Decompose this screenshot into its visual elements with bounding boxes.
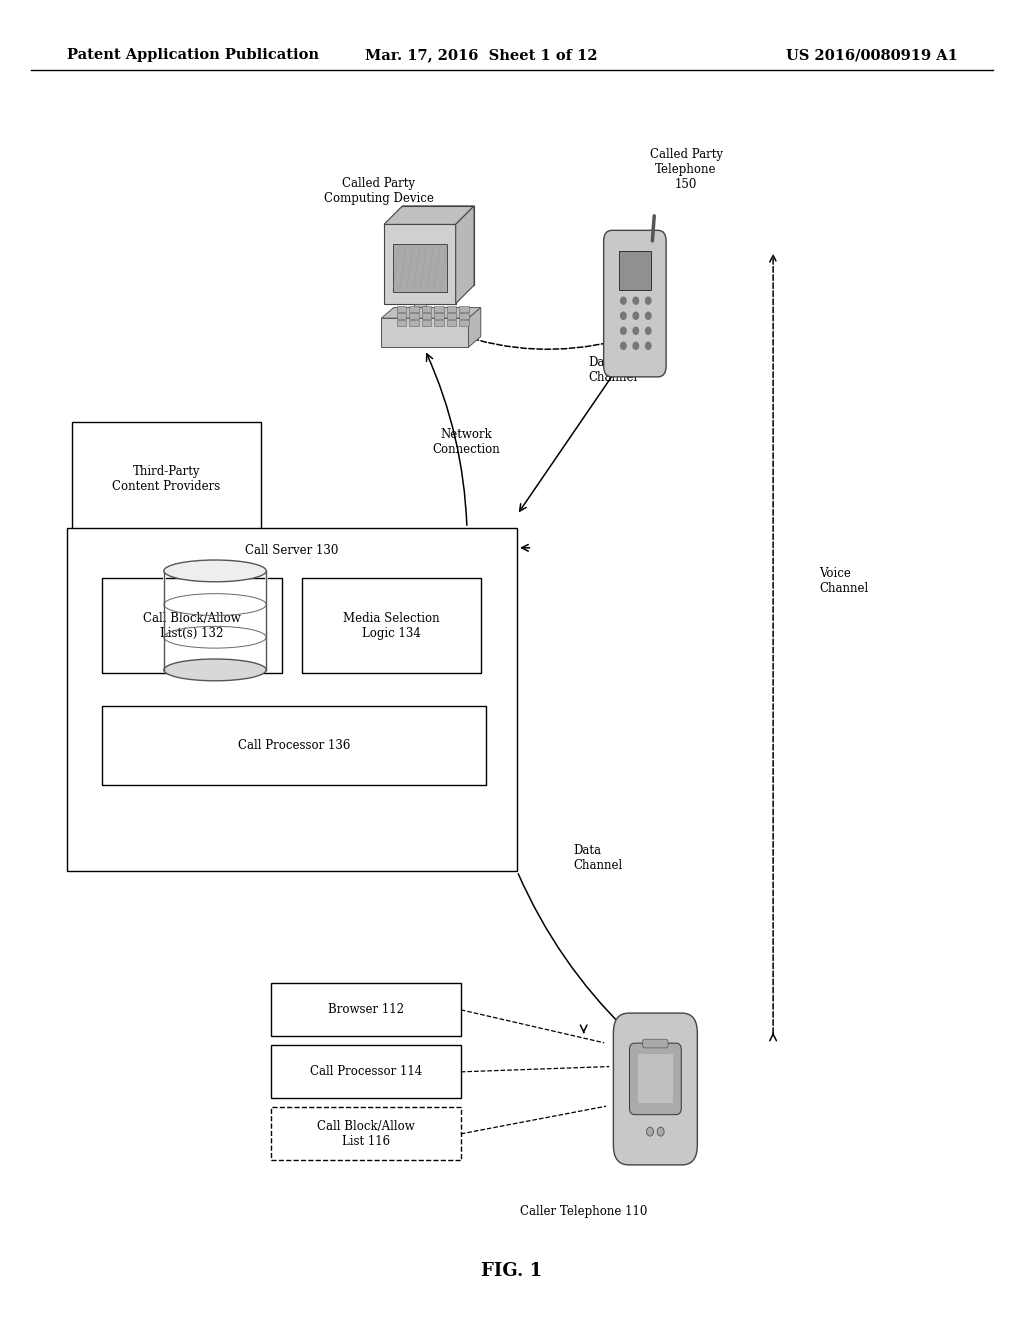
FancyBboxPatch shape <box>613 1014 697 1166</box>
Text: Database(s)
140: Database(s) 140 <box>179 694 251 722</box>
Circle shape <box>633 297 639 304</box>
Text: Patent Application Publication: Patent Application Publication <box>67 49 318 62</box>
FancyBboxPatch shape <box>638 1055 673 1104</box>
Polygon shape <box>469 308 481 347</box>
Bar <box>410 306 419 312</box>
Bar <box>102 706 486 785</box>
FancyBboxPatch shape <box>618 251 651 290</box>
Circle shape <box>633 342 639 350</box>
Bar <box>422 313 431 318</box>
Text: Mar. 17, 2016  Sheet 1 of 12: Mar. 17, 2016 Sheet 1 of 12 <box>365 49 598 62</box>
FancyBboxPatch shape <box>604 230 667 378</box>
Polygon shape <box>381 318 469 347</box>
Bar <box>434 306 443 312</box>
Bar <box>302 578 481 673</box>
Circle shape <box>633 327 639 334</box>
Polygon shape <box>381 308 481 318</box>
Text: FIG. 1: FIG. 1 <box>481 1262 543 1280</box>
Bar <box>410 321 419 326</box>
Text: Call Block/Allow
List 116: Call Block/Allow List 116 <box>317 1119 415 1148</box>
Text: Caller Telephone 110: Caller Telephone 110 <box>520 1205 647 1218</box>
Bar <box>271 1107 461 1160</box>
Text: Browser 112: Browser 112 <box>328 1003 404 1016</box>
Text: Network
Connection: Network Connection <box>432 428 500 457</box>
Bar <box>422 321 431 326</box>
Circle shape <box>645 342 651 350</box>
FancyBboxPatch shape <box>630 1043 681 1114</box>
Circle shape <box>657 1127 665 1137</box>
Circle shape <box>621 313 626 319</box>
Bar <box>164 572 266 671</box>
Polygon shape <box>384 206 474 224</box>
Text: Data
Channel: Data Channel <box>573 843 623 873</box>
Text: Call Processor 114: Call Processor 114 <box>310 1065 422 1078</box>
Bar <box>72 422 261 535</box>
Bar <box>410 313 419 318</box>
Bar <box>271 1045 461 1098</box>
Bar <box>102 578 282 673</box>
Bar <box>434 313 443 318</box>
Circle shape <box>621 327 626 334</box>
Polygon shape <box>384 224 456 304</box>
Text: US 2016/0080919 A1: US 2016/0080919 A1 <box>785 49 957 62</box>
Text: Data
Channel: Data Channel <box>589 355 638 384</box>
Ellipse shape <box>164 560 266 582</box>
Polygon shape <box>456 206 474 304</box>
Circle shape <box>621 297 626 304</box>
Text: Call Block/Allow
List(s) 132: Call Block/Allow List(s) 132 <box>143 611 241 640</box>
Bar <box>422 306 431 312</box>
Text: Third-Party
Content Providers: Third-Party Content Providers <box>113 465 220 492</box>
Bar <box>392 244 447 292</box>
Bar <box>67 528 517 871</box>
Bar <box>271 983 461 1036</box>
Circle shape <box>621 342 626 350</box>
FancyBboxPatch shape <box>643 1039 668 1048</box>
Text: Called Party
Telephone
150: Called Party Telephone 150 <box>649 148 723 191</box>
Circle shape <box>633 313 639 319</box>
Bar <box>459 321 469 326</box>
Bar <box>397 313 407 318</box>
Circle shape <box>645 297 651 304</box>
Circle shape <box>645 327 651 334</box>
Bar <box>459 306 469 312</box>
Ellipse shape <box>164 659 266 681</box>
Circle shape <box>645 313 651 319</box>
Bar <box>446 321 457 326</box>
Bar <box>414 304 426 314</box>
Circle shape <box>646 1127 653 1137</box>
Bar <box>446 306 457 312</box>
Bar <box>446 313 457 318</box>
Text: Call Processor 136: Call Processor 136 <box>239 739 350 752</box>
Text: Call Server 130: Call Server 130 <box>245 544 339 557</box>
Text: Voice
Channel: Voice Channel <box>819 566 868 595</box>
Bar <box>459 313 469 318</box>
Bar <box>397 321 407 326</box>
Text: Called Party
Computing Device: Called Party Computing Device <box>324 177 434 205</box>
Bar <box>397 306 407 312</box>
Text: Media Selection
Logic 134: Media Selection Logic 134 <box>343 611 440 640</box>
Bar <box>434 321 443 326</box>
